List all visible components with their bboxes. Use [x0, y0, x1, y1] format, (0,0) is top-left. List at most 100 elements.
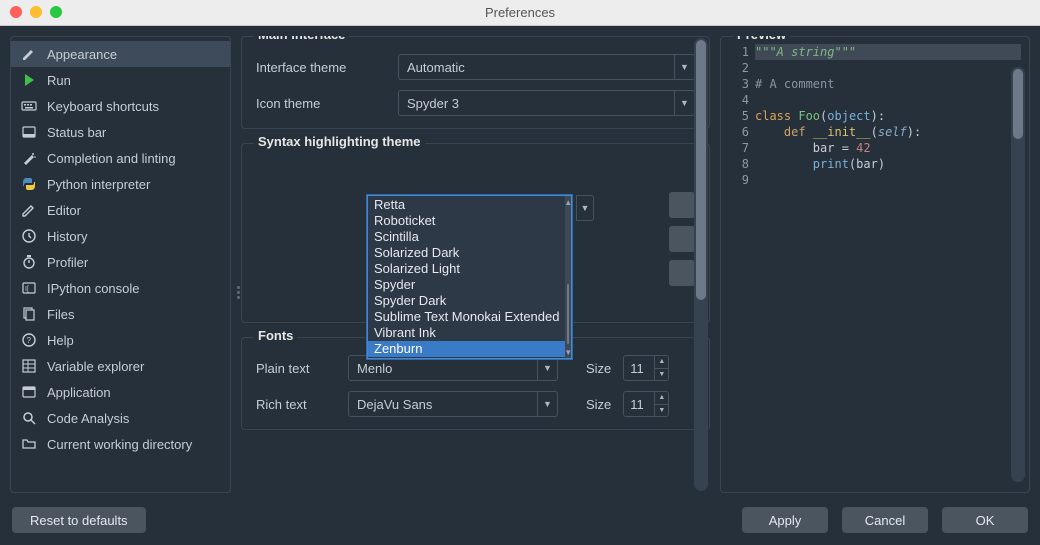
theme-option[interactable]: Solarized Dark [368, 245, 565, 261]
sidebar-item-python-interpreter[interactable]: Python interpreter [11, 171, 230, 197]
python-icon [21, 176, 37, 192]
rich-text-size-value: 11 [630, 397, 644, 412]
syntax-theme-dropdown[interactable]: RettaRoboticketScintillaSolarized DarkSo… [367, 195, 572, 359]
fonts-title: Fonts [254, 328, 297, 343]
settings-scrollbar[interactable] [694, 38, 708, 491]
theme-option[interactable]: Scintilla [368, 229, 565, 245]
rich-text-font-value: DejaVu Sans [357, 397, 432, 412]
rich-size-label: Size [586, 397, 611, 412]
main-interface-title: Main interface [254, 36, 349, 42]
sidebar-item-status-bar[interactable]: Status bar [11, 119, 230, 145]
scrollbar-thumb[interactable] [696, 40, 706, 300]
sidebar-item-history[interactable]: History [11, 223, 230, 249]
rich-text-label: Rich text [256, 397, 336, 412]
sidebar-item-current-working-directory[interactable]: Current working directory [11, 431, 230, 457]
preview-scrollbar[interactable] [1011, 67, 1025, 482]
interface-theme-value: Automatic [407, 60, 465, 75]
theme-option[interactable]: Sublime Text Monokai Extended [368, 309, 565, 325]
chevron-down-icon: ▼ [537, 356, 557, 380]
scrollbar-thumb[interactable] [1013, 69, 1023, 139]
sidebar-item-label: History [47, 229, 87, 244]
chevron-down-icon: ▼ [674, 55, 694, 79]
main-panel: Main interface Interface theme Automatic… [241, 36, 1030, 493]
scroll-up-icon[interactable]: ▲ [565, 196, 571, 208]
svg-text:?: ? [27, 336, 32, 345]
syntax-theme-title: Syntax highlighting theme [254, 134, 425, 149]
syntax-theme-combo-caret[interactable]: ▼ [576, 195, 594, 221]
dropdown-scrollbar[interactable]: ▲ ▼ [565, 196, 571, 358]
sidebar-item-label: Application [47, 385, 111, 400]
syntax-action-button[interactable] [669, 226, 695, 252]
plain-size-label: Size [586, 361, 611, 376]
sidebar-item-label: Code Analysis [47, 411, 129, 426]
brush-icon [21, 46, 37, 62]
code-preview: 1 2 3 4 5 6 7 8 9 """A string""" # A com… [733, 44, 1021, 484]
titlebar: Preferences [0, 0, 1040, 26]
rich-text-font-combo[interactable]: DejaVu Sans ▼ [348, 391, 558, 417]
wand-icon [21, 150, 37, 166]
sidebar-item-label: Status bar [47, 125, 106, 140]
sidebar-item-profiler[interactable]: Profiler [11, 249, 230, 275]
spin-down-icon[interactable]: ▼ [655, 405, 668, 417]
sidebar-item-run[interactable]: Run [11, 67, 230, 93]
theme-option[interactable]: Solarized Light [368, 261, 565, 277]
syntax-action-button[interactable] [669, 192, 695, 218]
sidebar-item-ipython-console[interactable]: I[IPython console [11, 275, 230, 301]
sidebar-item-application[interactable]: Application [11, 379, 230, 405]
help-icon: ? [21, 332, 37, 348]
sidebar-item-label: Completion and linting [47, 151, 176, 166]
plain-text-font-value: Menlo [357, 361, 392, 376]
icon-theme-combo[interactable]: Spyder 3 ▼ [398, 90, 695, 116]
cancel-button[interactable]: Cancel [842, 507, 928, 533]
sidebar-item-label: Variable explorer [47, 359, 144, 374]
content-area: Appearance Run Keyboard shortcuts Status ba… [0, 26, 1040, 503]
reset-defaults-button[interactable]: Reset to defaults [12, 507, 146, 533]
interface-theme-combo[interactable]: Automatic ▼ [398, 54, 695, 80]
minimize-icon[interactable] [30, 6, 42, 18]
sidebar-item-keyboard-shortcuts[interactable]: Keyboard shortcuts [11, 93, 230, 119]
theme-option[interactable]: Retta [368, 197, 565, 213]
theme-option[interactable]: Vibrant Ink [368, 325, 565, 341]
rich-text-size-spinner[interactable]: 11 ▲▼ [623, 391, 669, 417]
zoom-icon[interactable] [50, 6, 62, 18]
sidebar-item-label: Keyboard shortcuts [47, 99, 159, 114]
syntax-side-buttons [669, 192, 695, 286]
sidebar-item-code-analysis[interactable]: Code Analysis [11, 405, 230, 431]
sidebar-item-completion-and-linting[interactable]: Completion and linting [11, 145, 230, 171]
interface-theme-label: Interface theme [256, 60, 386, 75]
syntax-action-button[interactable] [669, 260, 695, 286]
icon-theme-value: Spyder 3 [407, 96, 459, 111]
gutter: 1 2 3 4 5 6 7 8 9 [733, 44, 755, 484]
spin-up-icon[interactable]: ▲ [655, 356, 668, 369]
sidebar-item-variable-explorer[interactable]: Variable explorer [11, 353, 230, 379]
sidebar-item-help[interactable]: ?Help [11, 327, 230, 353]
files-icon [21, 306, 37, 322]
spin-down-icon[interactable]: ▼ [655, 369, 668, 381]
sidebar-item-label: Editor [47, 203, 81, 218]
scrollbar-thumb[interactable] [567, 284, 569, 344]
sidebar-item-editor[interactable]: Editor [11, 197, 230, 223]
theme-option[interactable]: Spyder Dark [368, 293, 565, 309]
vars-icon [21, 358, 37, 374]
theme-option[interactable]: Roboticket [368, 213, 565, 229]
icon-theme-label: Icon theme [256, 96, 386, 111]
history-icon [21, 228, 37, 244]
apply-button[interactable]: Apply [742, 507, 828, 533]
search-icon [21, 410, 37, 426]
plain-text-size-spinner[interactable]: 11 ▲▼ [623, 355, 669, 381]
sidebar-item-appearance[interactable]: Appearance [11, 41, 230, 67]
play-icon [21, 72, 37, 88]
sidebar-item-label: Run [47, 73, 71, 88]
spin-up-icon[interactable]: ▲ [655, 392, 668, 405]
sidebar-item-files[interactable]: Files [11, 301, 230, 327]
main-interface-group: Main interface Interface theme Automatic… [241, 36, 710, 129]
theme-option[interactable]: Spyder [368, 277, 565, 293]
theme-option[interactable]: Zenburn [368, 341, 565, 357]
ipython-icon: I[ [21, 280, 37, 296]
splitter-handle[interactable] [237, 286, 241, 306]
category-sidebar[interactable]: Appearance Run Keyboard shortcuts Status ba… [10, 36, 231, 493]
svg-text:I[: I[ [25, 286, 29, 293]
close-icon[interactable] [10, 6, 22, 18]
ok-button[interactable]: OK [942, 507, 1028, 533]
scroll-down-icon[interactable]: ▼ [565, 346, 571, 358]
